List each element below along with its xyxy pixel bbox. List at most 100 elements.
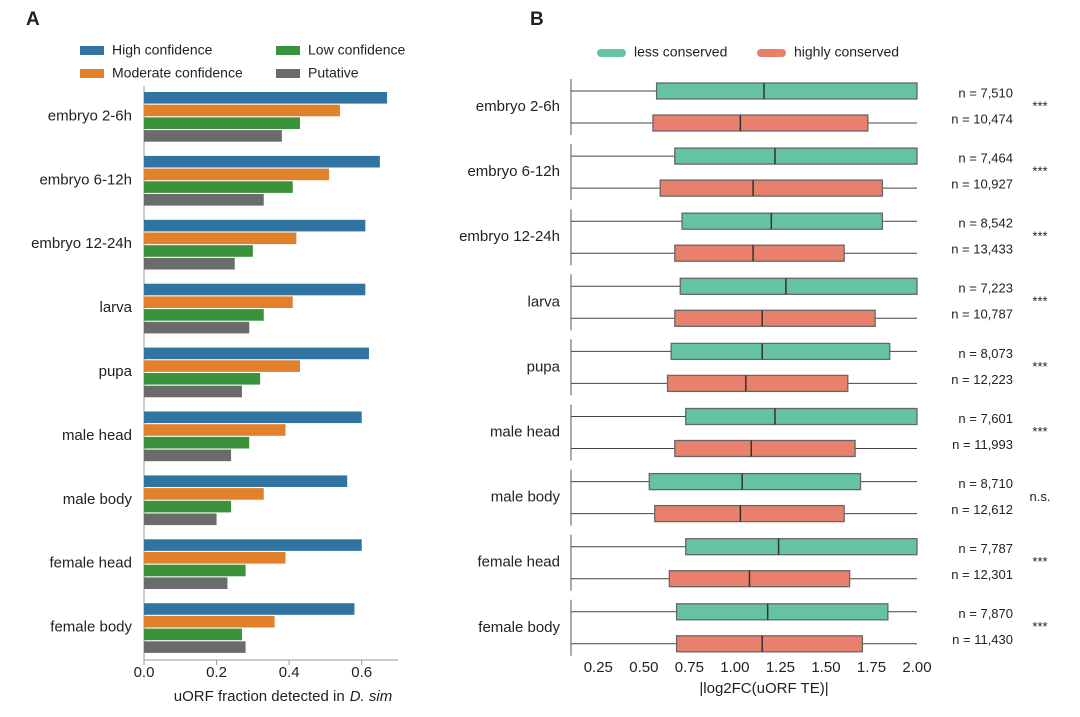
bar bbox=[144, 232, 297, 245]
bar bbox=[144, 603, 355, 615]
x-axis-label: uORF fraction detected in D. sim bbox=[174, 688, 392, 705]
y-tick-label: male body bbox=[63, 491, 133, 508]
count-label: n = 11,993 bbox=[952, 437, 1013, 452]
significance: *** bbox=[1032, 619, 1047, 634]
x-tick-label: 0.2 bbox=[206, 664, 227, 681]
panel-letter: A bbox=[26, 9, 40, 30]
count-label: n = 7,510 bbox=[958, 85, 1013, 100]
count-label: n = 10,927 bbox=[951, 177, 1013, 192]
x-tick-label: 1.50 bbox=[811, 659, 840, 676]
bar bbox=[144, 577, 228, 589]
bar bbox=[144, 309, 264, 321]
box bbox=[654, 504, 845, 523]
significance: *** bbox=[1032, 229, 1047, 244]
panel-letter: B bbox=[530, 9, 544, 30]
count-label: n = 12,612 bbox=[951, 502, 1013, 517]
count-label: n = 12,223 bbox=[951, 372, 1013, 387]
bar bbox=[144, 181, 293, 193]
legend-swatch bbox=[276, 46, 300, 55]
significance: *** bbox=[1032, 98, 1047, 113]
bar bbox=[144, 296, 293, 308]
x-tick-label: 1.00 bbox=[720, 659, 749, 676]
bar bbox=[144, 373, 261, 385]
significance: n.s. bbox=[1030, 489, 1051, 504]
box bbox=[668, 570, 851, 588]
y-tick-label: embryo 2-6h bbox=[476, 98, 560, 115]
bar bbox=[144, 424, 286, 436]
box bbox=[670, 342, 891, 361]
x-axis-label-text: uORF fraction detected in bbox=[174, 688, 345, 705]
x-tick-label: 0.4 bbox=[279, 664, 300, 681]
significance: *** bbox=[1032, 359, 1047, 374]
bar bbox=[144, 194, 264, 206]
box bbox=[659, 179, 884, 197]
x-tick-label: 0.0 bbox=[134, 664, 155, 681]
bar bbox=[144, 257, 235, 270]
box bbox=[675, 635, 864, 653]
count-label: n = 10,474 bbox=[951, 111, 1013, 126]
legend-label: High confidence bbox=[112, 42, 213, 58]
bar bbox=[144, 411, 362, 424]
bar bbox=[144, 475, 348, 487]
bar bbox=[144, 552, 286, 564]
x-tick-label: 2.00 bbox=[902, 659, 931, 676]
x-tick-label: 0.25 bbox=[584, 659, 613, 676]
bar bbox=[144, 219, 366, 232]
box bbox=[685, 538, 918, 556]
count-label: n = 11,430 bbox=[952, 632, 1013, 647]
count-label: n = 13,433 bbox=[951, 242, 1013, 257]
bar bbox=[144, 500, 232, 513]
bar bbox=[144, 321, 250, 334]
significance: *** bbox=[1032, 294, 1047, 309]
x-tick-label: 1.25 bbox=[766, 659, 795, 676]
legend-label: highly conserved bbox=[794, 44, 899, 60]
count-label: n = 7,601 bbox=[958, 411, 1013, 426]
y-tick-label: female head bbox=[477, 554, 560, 571]
box bbox=[652, 114, 869, 132]
x-tick-label: 0.6 bbox=[351, 664, 372, 681]
y-tick-label: larva bbox=[99, 299, 132, 316]
y-tick-label: female body bbox=[478, 619, 560, 636]
count-label: n = 7,464 bbox=[958, 151, 1013, 166]
x-tick-label: 0.75 bbox=[675, 659, 704, 676]
legend-label: Low confidence bbox=[308, 42, 406, 58]
bar bbox=[144, 347, 369, 360]
box bbox=[674, 309, 876, 327]
count-label: n = 8,542 bbox=[958, 216, 1013, 231]
x-tick-label: 1.75 bbox=[857, 659, 886, 676]
count-label: n = 12,301 bbox=[951, 567, 1013, 582]
legend-label: Putative bbox=[308, 65, 359, 81]
significance: *** bbox=[1032, 554, 1047, 569]
bar bbox=[144, 488, 264, 500]
y-tick-label: female head bbox=[49, 555, 132, 572]
y-tick-label: embryo 6-12h bbox=[39, 171, 132, 188]
x-axis-label-species: D. sim bbox=[350, 688, 393, 705]
box bbox=[675, 603, 889, 621]
bar bbox=[144, 385, 242, 398]
y-tick-label: embryo 2-6h bbox=[48, 107, 132, 124]
bar bbox=[144, 641, 246, 653]
box bbox=[681, 212, 884, 230]
box bbox=[674, 147, 918, 165]
count-label: n = 7,787 bbox=[958, 541, 1013, 556]
y-tick-label: female body bbox=[50, 619, 132, 636]
box bbox=[685, 407, 918, 426]
count-label: n = 7,870 bbox=[958, 606, 1013, 621]
box bbox=[674, 439, 856, 458]
bar bbox=[144, 155, 380, 168]
bar bbox=[144, 130, 282, 142]
bar bbox=[144, 449, 232, 462]
count-label: n = 8,073 bbox=[958, 346, 1013, 361]
bar bbox=[144, 360, 301, 372]
bar bbox=[144, 104, 340, 117]
bar bbox=[144, 628, 242, 641]
legend-swatch bbox=[597, 49, 626, 57]
bar bbox=[144, 92, 388, 104]
y-tick-label: pupa bbox=[527, 358, 561, 375]
bar bbox=[144, 539, 362, 551]
legend-swatch bbox=[757, 49, 786, 57]
box bbox=[679, 277, 918, 295]
significance: *** bbox=[1032, 164, 1047, 179]
y-tick-label: embryo 12-24h bbox=[459, 228, 560, 245]
